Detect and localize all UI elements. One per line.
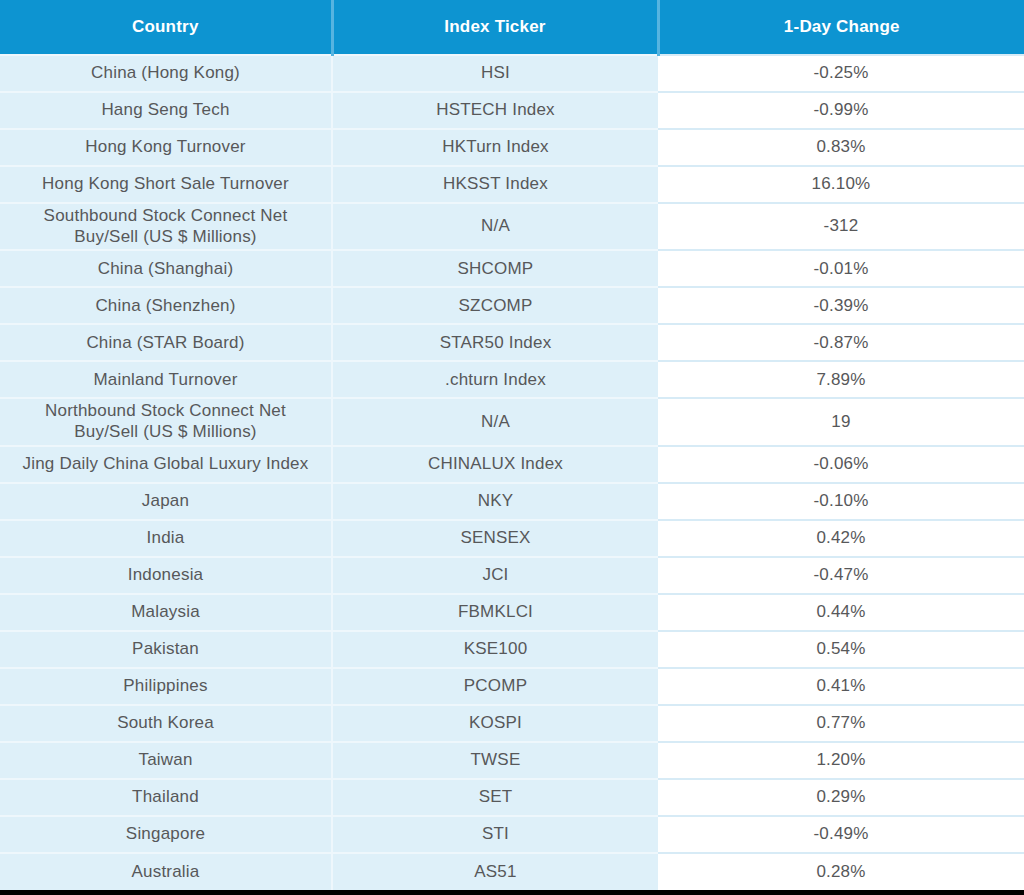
header-index-ticker: Index Ticker — [332, 0, 658, 55]
country-cell: South Korea — [0, 705, 332, 742]
change-cell: -0.10% — [658, 483, 1024, 520]
change-cell: 0.42% — [658, 520, 1024, 557]
ticker-cell: PCOMP — [332, 668, 658, 705]
change-cell: -0.39% — [658, 287, 1024, 324]
change-cell: -0.49% — [658, 816, 1024, 853]
ticker-cell: NKY — [332, 483, 658, 520]
country-cell: Malaysia — [0, 594, 332, 631]
country-cell: India — [0, 520, 332, 557]
change-cell: 0.44% — [658, 594, 1024, 631]
ticker-cell: JCI — [332, 557, 658, 594]
change-cell: 16.10% — [658, 166, 1024, 203]
market-index-table: Country Index Ticker 1-Day Change China … — [0, 0, 1024, 890]
change-cell: 0.28% — [658, 853, 1024, 890]
change-cell: -0.99% — [658, 92, 1024, 129]
country-cell: China (STAR Board) — [0, 324, 332, 361]
change-cell: 0.29% — [658, 779, 1024, 816]
bottom-border-bar — [0, 890, 1024, 895]
table-row: ThailandSET0.29% — [0, 779, 1024, 816]
table-row: China (Hong Kong)HSI-0.25% — [0, 55, 1024, 92]
ticker-cell: HSTECH Index — [332, 92, 658, 129]
country-cell: Australia — [0, 853, 332, 890]
country-cell: Hong Kong Short Sale Turnover — [0, 166, 332, 203]
country-cell: China (Shenzhen) — [0, 287, 332, 324]
change-cell: -312 — [658, 203, 1024, 250]
ticker-cell: .chturn Index — [332, 361, 658, 398]
ticker-cell: AS51 — [332, 853, 658, 890]
table-row: IndonesiaJCI-0.47% — [0, 557, 1024, 594]
table-row: South KoreaKOSPI0.77% — [0, 705, 1024, 742]
table-row: Mainland Turnover.chturn Index7.89% — [0, 361, 1024, 398]
country-cell: Singapore — [0, 816, 332, 853]
ticker-cell: FBMKLCI — [332, 594, 658, 631]
table-row: PakistanKSE1000.54% — [0, 631, 1024, 668]
header-row: Country Index Ticker 1-Day Change — [0, 0, 1024, 55]
ticker-cell: STAR50 Index — [332, 324, 658, 361]
table-row: PhilippinesPCOMP0.41% — [0, 668, 1024, 705]
change-cell: -0.01% — [658, 250, 1024, 287]
ticker-cell: KSE100 — [332, 631, 658, 668]
country-cell: China (Shanghai) — [0, 250, 332, 287]
table-row: China (Shenzhen)SZCOMP-0.39% — [0, 287, 1024, 324]
country-cell: China (Hong Kong) — [0, 55, 332, 92]
table-row: TaiwanTWSE1.20% — [0, 742, 1024, 779]
country-cell: Philippines — [0, 668, 332, 705]
change-cell: 1.20% — [658, 742, 1024, 779]
change-cell: 0.83% — [658, 129, 1024, 166]
ticker-cell: HKTurn Index — [332, 129, 658, 166]
table-row: JapanNKY-0.10% — [0, 483, 1024, 520]
change-cell: -0.87% — [658, 324, 1024, 361]
table-row: IndiaSENSEX0.42% — [0, 520, 1024, 557]
ticker-cell: TWSE — [332, 742, 658, 779]
table-row: Hang Seng TechHSTECH Index-0.99% — [0, 92, 1024, 129]
table-row: MalaysiaFBMKLCI0.44% — [0, 594, 1024, 631]
change-cell: 0.77% — [658, 705, 1024, 742]
table-row: Northbound Stock Connect Net Buy/Sell (U… — [0, 398, 1024, 445]
table-row: Hong Kong Short Sale TurnoverHKSST Index… — [0, 166, 1024, 203]
ticker-cell: SHCOMP — [332, 250, 658, 287]
table-row: Jing Daily China Global Luxury IndexCHIN… — [0, 446, 1024, 483]
table-row: China (Shanghai)SHCOMP-0.01% — [0, 250, 1024, 287]
change-cell: -0.25% — [658, 55, 1024, 92]
ticker-cell: SET — [332, 779, 658, 816]
country-cell: Indonesia — [0, 557, 332, 594]
country-cell: Japan — [0, 483, 332, 520]
header-country: Country — [0, 0, 332, 55]
country-cell: Southbound Stock Connect Net Buy/Sell (U… — [0, 203, 332, 250]
country-cell: Pakistan — [0, 631, 332, 668]
country-cell: Hong Kong Turnover — [0, 129, 332, 166]
change-cell: 19 — [658, 398, 1024, 445]
country-cell: Taiwan — [0, 742, 332, 779]
table-row: Hong Kong TurnoverHKTurn Index0.83% — [0, 129, 1024, 166]
header-1-day-change: 1-Day Change — [658, 0, 1024, 55]
ticker-cell: CHINALUX Index — [332, 446, 658, 483]
country-cell: Northbound Stock Connect Net Buy/Sell (U… — [0, 398, 332, 445]
ticker-cell: SZCOMP — [332, 287, 658, 324]
table-body: China (Hong Kong)HSI-0.25%Hang Seng Tech… — [0, 55, 1024, 890]
market-index-table-container: Country Index Ticker 1-Day Change China … — [0, 0, 1024, 890]
change-cell: -0.06% — [658, 446, 1024, 483]
change-cell: 7.89% — [658, 361, 1024, 398]
table-row: SingaporeSTI-0.49% — [0, 816, 1024, 853]
country-cell: Hang Seng Tech — [0, 92, 332, 129]
table-row: Southbound Stock Connect Net Buy/Sell (U… — [0, 203, 1024, 250]
table-row: China (STAR Board)STAR50 Index-0.87% — [0, 324, 1024, 361]
country-cell: Jing Daily China Global Luxury Index — [0, 446, 332, 483]
ticker-cell: SENSEX — [332, 520, 658, 557]
ticker-cell: N/A — [332, 203, 658, 250]
table-row: AustraliaAS510.28% — [0, 853, 1024, 890]
country-cell: Thailand — [0, 779, 332, 816]
change-cell: 0.54% — [658, 631, 1024, 668]
ticker-cell: N/A — [332, 398, 658, 445]
change-cell: 0.41% — [658, 668, 1024, 705]
ticker-cell: KOSPI — [332, 705, 658, 742]
ticker-cell: HSI — [332, 55, 658, 92]
ticker-cell: HKSST Index — [332, 166, 658, 203]
change-cell: -0.47% — [658, 557, 1024, 594]
country-cell: Mainland Turnover — [0, 361, 332, 398]
ticker-cell: STI — [332, 816, 658, 853]
